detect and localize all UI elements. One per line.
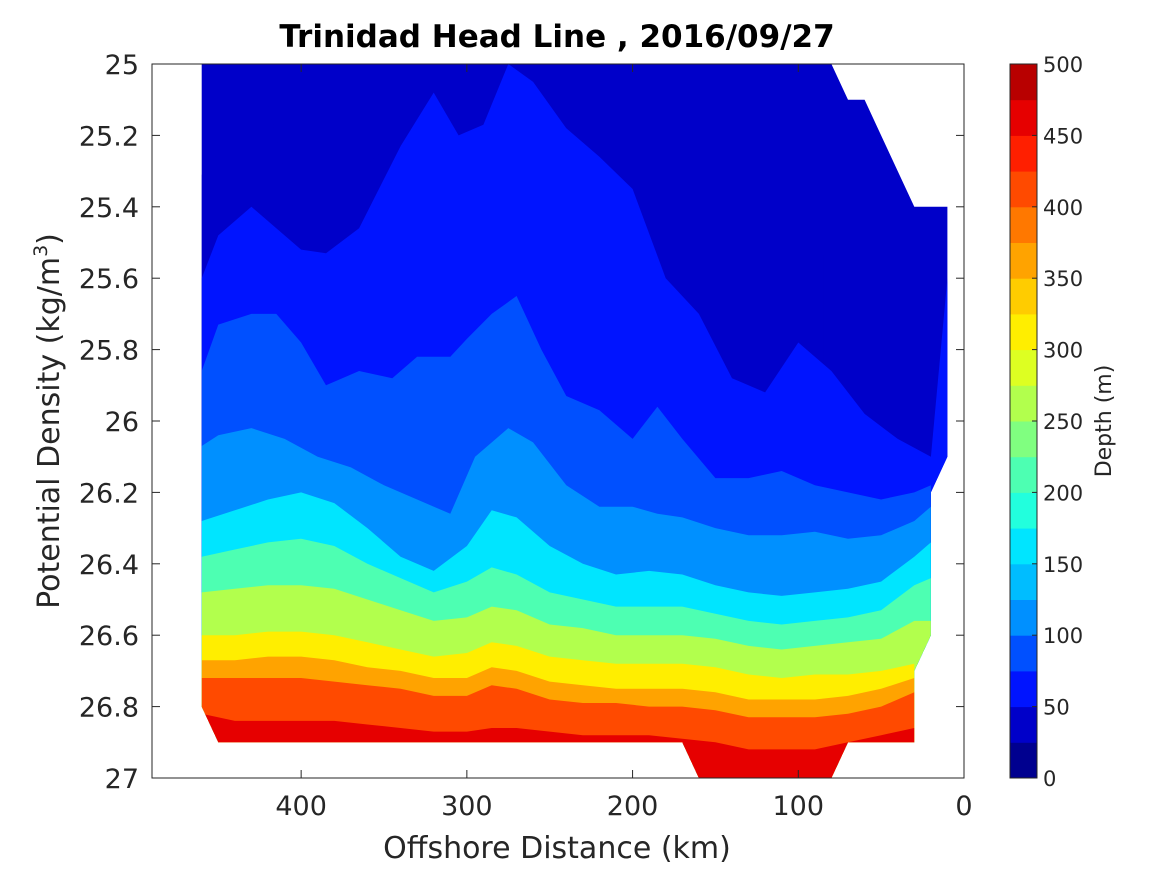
colorbar (1010, 64, 1037, 779)
y-axis-label-main: Potential Density (kg/m (32, 257, 67, 609)
colorbar-band (1010, 385, 1037, 422)
colorbar-tick-label: 100 (1043, 624, 1083, 648)
colorbar-band (1010, 599, 1037, 636)
colorbar-tick-label: 50 (1043, 696, 1070, 720)
x-tick-label: 0 (955, 791, 972, 822)
y-tick-label: 27 (105, 764, 139, 795)
y-tick-label: 25.8 (79, 336, 139, 367)
x-tick-label: 400 (275, 791, 327, 822)
x-tick-label: 100 (773, 791, 825, 822)
colorbar-band (1010, 670, 1037, 708)
colorbar-band (1010, 99, 1037, 136)
colorbar-tick-label: 250 (1043, 410, 1083, 434)
colorbar-ticks: 0 50 100 150 200 250 300 350 400 450 500 (1032, 53, 1083, 791)
colorbar-tick-label: 400 (1043, 196, 1083, 220)
y-tick-label: 25.6 (79, 264, 139, 295)
x-axis-label: Offshore Distance (km) (383, 831, 731, 866)
y-tick-label: 26.4 (79, 550, 139, 581)
colorbar-band (1010, 706, 1037, 743)
y-axis: 25 25.2 25.4 25.6 25.8 26 26.2 26.4 26.6 26.8 27 (79, 50, 964, 795)
colorbar-band (1010, 313, 1037, 351)
colorbar-label: Depth (m) (1092, 365, 1117, 478)
y-tick-label: 26 (105, 407, 139, 438)
colorbar-band (1010, 64, 1037, 101)
colorbar-tick-label: 0 (1043, 767, 1056, 791)
y-tick-label: 26.2 (79, 478, 139, 509)
colorbar-band (1010, 206, 1037, 243)
colorbar-tick-label: 300 (1043, 339, 1083, 363)
colorbar-band (1010, 349, 1037, 386)
colorbar-tick-label: 150 (1043, 553, 1083, 577)
x-tick-label: 300 (441, 791, 493, 822)
y-axis-label-superscript: 3 (30, 245, 52, 257)
y-tick-label: 26.8 (79, 693, 139, 724)
colorbar-band (1010, 456, 1037, 493)
chart-title: Trinidad Head Line , 2016/09/27 (279, 19, 834, 55)
colorbar-band (1010, 528, 1037, 565)
y-tick-label: 25.4 (79, 193, 139, 224)
colorbar-band (1010, 492, 1037, 529)
colorbar-band (1010, 563, 1037, 600)
colorbar-band (1010, 421, 1037, 458)
colorbar-band (1010, 171, 1037, 208)
y-tick-label: 25 (105, 50, 139, 81)
colorbar-band (1010, 135, 1037, 172)
x-tick-label: 200 (607, 791, 659, 822)
colorbar-tick-label: 350 (1043, 267, 1083, 291)
y-tick-label: 25.2 (79, 121, 139, 152)
y-tick-label: 26.6 (79, 621, 139, 652)
colorbar-band (1010, 635, 1037, 672)
colorbar-tick-label: 450 (1043, 124, 1083, 148)
colorbar-band (1010, 278, 1037, 315)
colorbar-tick-label: 200 (1043, 481, 1083, 505)
colorbar-tick-label: 500 (1043, 53, 1083, 77)
x-axis: 400 300 200 100 0 (275, 64, 973, 822)
colorbar-band (1010, 742, 1037, 779)
colorbar-band (1010, 242, 1037, 279)
y-axis-label: Potential Density (kg/m3) (30, 233, 67, 609)
y-axis-label-close: ) (32, 233, 67, 245)
contour-fills (201, 64, 948, 778)
